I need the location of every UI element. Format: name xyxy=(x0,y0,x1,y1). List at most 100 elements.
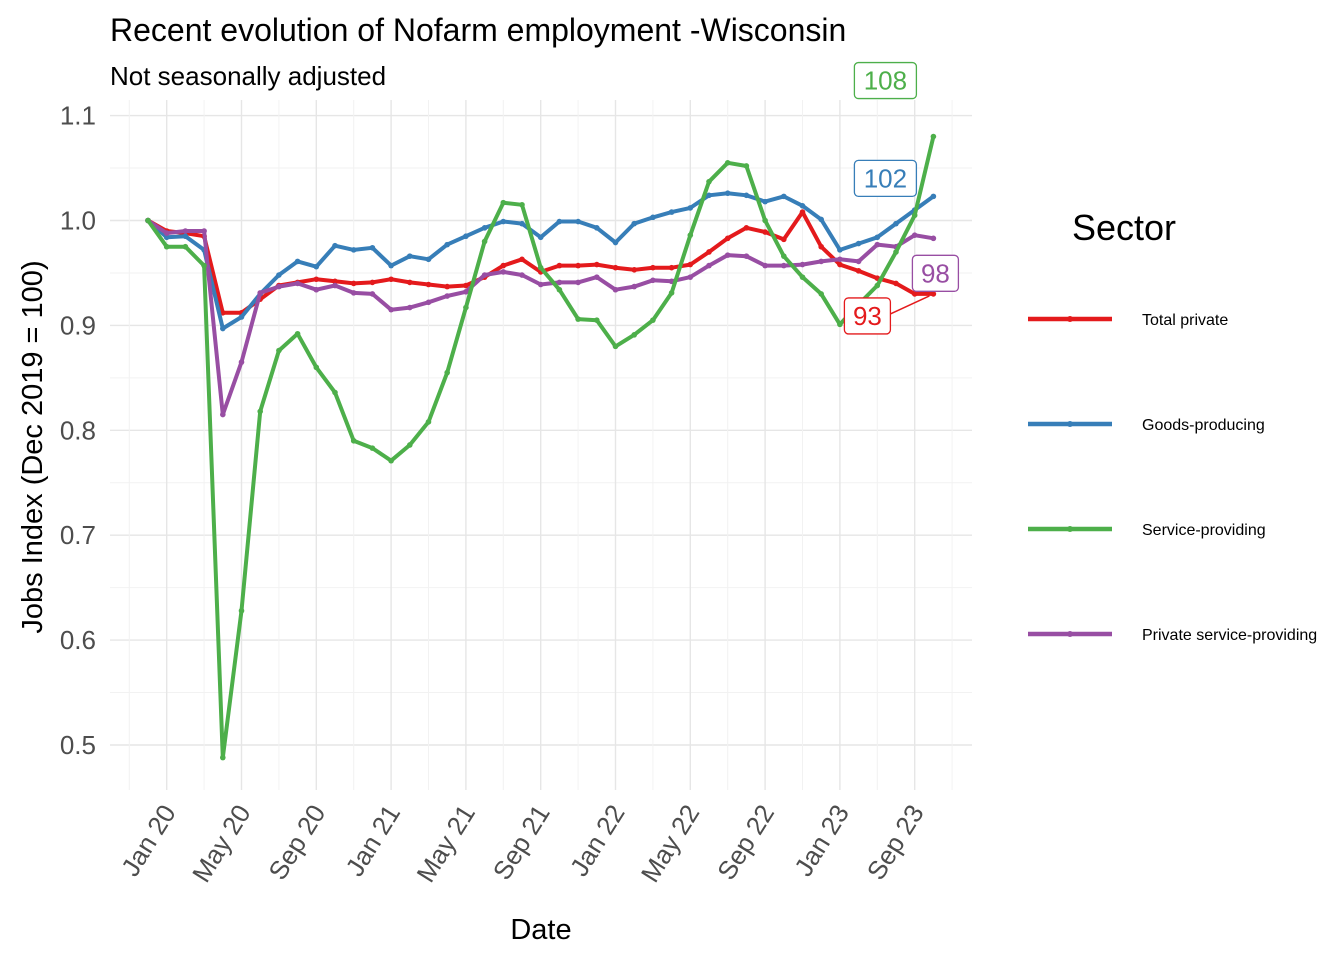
data-point xyxy=(481,225,488,231)
data-point xyxy=(575,218,581,225)
data-point xyxy=(687,205,694,211)
chart-subtitle: Not seasonally adjusted xyxy=(110,61,386,91)
data-point xyxy=(257,290,264,296)
data-point xyxy=(575,262,581,269)
data-point xyxy=(332,278,338,285)
legend-label: Private service-providing xyxy=(1142,627,1317,644)
data-point xyxy=(724,190,731,197)
legend-label: Service-providing xyxy=(1142,522,1266,539)
data-point xyxy=(238,359,245,365)
y-tick-label: 1.1 xyxy=(60,101,96,131)
x-tick-label: Sep 21 xyxy=(487,799,556,885)
data-point xyxy=(556,279,563,286)
x-axis-title: Date xyxy=(510,914,571,946)
data-point xyxy=(837,247,843,253)
legend: Sector Total private Goods-producing Servi… xyxy=(1028,207,1317,644)
data-point xyxy=(276,283,282,290)
data-point xyxy=(145,217,151,224)
data-point xyxy=(650,264,656,271)
data-point xyxy=(724,252,731,258)
legend-key-point xyxy=(1067,316,1073,322)
data-point xyxy=(500,218,507,225)
data-point xyxy=(650,317,656,323)
data-point xyxy=(350,280,357,287)
data-point xyxy=(799,274,806,280)
data-point xyxy=(799,261,806,268)
x-tick-label: Jan 22 xyxy=(564,799,631,881)
end-label-text: 108 xyxy=(864,66,907,96)
data-point xyxy=(724,235,731,242)
data-point xyxy=(818,216,824,223)
data-point xyxy=(163,230,170,236)
data-point xyxy=(537,234,544,241)
x-axis-ticks: Jan 20 May 20 Sep 20 Jan 21 May 21 Sep 21 Jan … xyxy=(115,799,930,887)
data-point xyxy=(612,239,619,246)
x-tick-label: May 20 xyxy=(186,799,257,887)
y-tick-label: 0.9 xyxy=(60,310,96,340)
data-point xyxy=(220,325,226,332)
data-point xyxy=(350,247,357,253)
data-point xyxy=(220,411,226,418)
data-point xyxy=(519,201,525,208)
data-point xyxy=(762,217,768,224)
data-point xyxy=(855,258,862,265)
data-point xyxy=(575,279,581,286)
data-point xyxy=(743,225,750,231)
data-point xyxy=(388,457,394,464)
data-point xyxy=(594,261,600,268)
x-tick-label: Jan 21 xyxy=(339,799,406,881)
data-point xyxy=(369,445,376,451)
data-point xyxy=(425,281,432,288)
series-private-service-providing xyxy=(145,217,937,418)
data-point xyxy=(781,262,787,269)
data-point xyxy=(818,291,824,297)
data-point xyxy=(332,282,338,289)
data-point xyxy=(500,269,507,275)
data-point xyxy=(444,241,451,248)
x-tick-label: May 21 xyxy=(410,799,481,887)
data-point xyxy=(407,442,413,448)
data-point xyxy=(781,253,787,259)
data-point xyxy=(687,274,694,280)
data-point xyxy=(930,291,937,297)
data-point xyxy=(500,199,507,206)
data-point xyxy=(706,192,712,199)
data-point xyxy=(874,241,881,248)
data-point xyxy=(481,238,488,245)
data-point xyxy=(294,258,301,265)
data-point xyxy=(687,261,694,268)
data-point xyxy=(687,232,694,238)
data-point xyxy=(388,306,394,313)
data-point xyxy=(893,249,899,255)
data-point xyxy=(855,240,862,247)
end-label-text: 93 xyxy=(853,301,882,331)
data-point xyxy=(350,290,357,296)
y-axis-title: Jobs Index (Dec 2019 = 100) xyxy=(17,260,49,633)
data-point xyxy=(911,291,918,297)
data-point xyxy=(182,243,189,250)
x-tick-label: Jan 20 xyxy=(115,799,182,881)
y-tick-label: 0.8 xyxy=(60,415,96,445)
data-point xyxy=(706,262,712,269)
end-label-box xyxy=(853,159,918,198)
data-point xyxy=(313,286,320,293)
legend-item: Total private xyxy=(1028,312,1228,329)
data-point xyxy=(519,220,525,227)
data-point xyxy=(332,242,338,249)
data-point xyxy=(575,316,581,322)
data-point xyxy=(201,228,207,234)
x-tick-label: Sep 23 xyxy=(861,799,930,885)
data-point xyxy=(276,347,282,354)
end-label-box xyxy=(843,297,892,335)
legend-title: Sector xyxy=(1072,207,1176,248)
data-point xyxy=(163,234,170,241)
data-point xyxy=(724,160,731,166)
end-labels: 93 102 108 98 xyxy=(843,61,960,335)
x-tick-label: Jan 23 xyxy=(788,799,855,881)
data-point xyxy=(294,330,301,337)
data-point xyxy=(743,163,750,169)
data-point xyxy=(930,235,937,242)
data-point xyxy=(818,243,824,250)
data-point xyxy=(668,264,675,271)
data-point xyxy=(369,291,376,297)
